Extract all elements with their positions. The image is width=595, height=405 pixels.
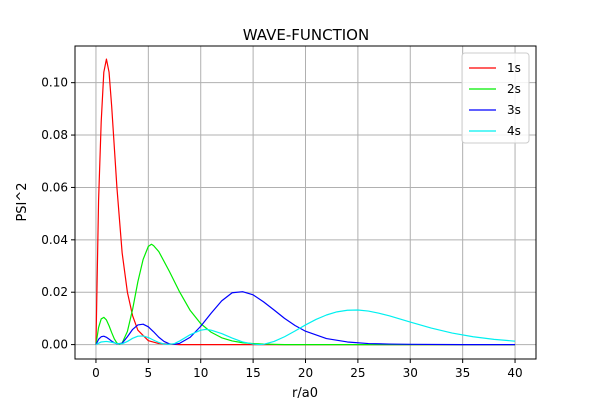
legend: 1s 2s 3s 4s bbox=[461, 52, 530, 144]
series-line-1s bbox=[95, 58, 516, 346]
y-axis: 0.00 0.02 0.04 0.06 0.08 0.10 bbox=[41, 76, 75, 352]
legend-label-3s: 3s bbox=[507, 103, 521, 117]
series-line-4s bbox=[95, 309, 516, 346]
x-axis: 0 5 10 15 20 25 30 35 40 bbox=[92, 359, 523, 380]
y-tick-label: 0.06 bbox=[41, 180, 68, 194]
x-axis-label: r/a0 bbox=[292, 386, 318, 401]
x-tick-label: 5 bbox=[145, 366, 153, 380]
x-tick-label: 20 bbox=[298, 366, 313, 380]
y-tick-label: 0.00 bbox=[41, 338, 68, 352]
y-axis-label: PSI^2 bbox=[15, 182, 30, 221]
x-tick-label: 30 bbox=[403, 366, 418, 380]
y-tick-label: 0.02 bbox=[41, 285, 68, 299]
legend-label-4s: 4s bbox=[507, 124, 521, 138]
legend-box bbox=[461, 52, 530, 144]
x-tick-label: 25 bbox=[350, 366, 365, 380]
y-tick-label: 0.04 bbox=[41, 233, 68, 247]
y-tick-label: 0.10 bbox=[41, 76, 68, 90]
x-tick-label: 40 bbox=[507, 366, 522, 380]
x-tick-label: 10 bbox=[193, 366, 208, 380]
legend-label-1s: 1s bbox=[507, 61, 521, 75]
x-tick-label: 35 bbox=[455, 366, 470, 380]
x-tick-label: 0 bbox=[92, 366, 100, 380]
y-tick-label: 0.08 bbox=[41, 128, 68, 142]
series-group bbox=[95, 58, 516, 346]
x-tick-label: 15 bbox=[245, 366, 260, 380]
chart-title: WAVE-FUNCTION bbox=[243, 26, 369, 44]
legend-label-2s: 2s bbox=[507, 82, 521, 96]
